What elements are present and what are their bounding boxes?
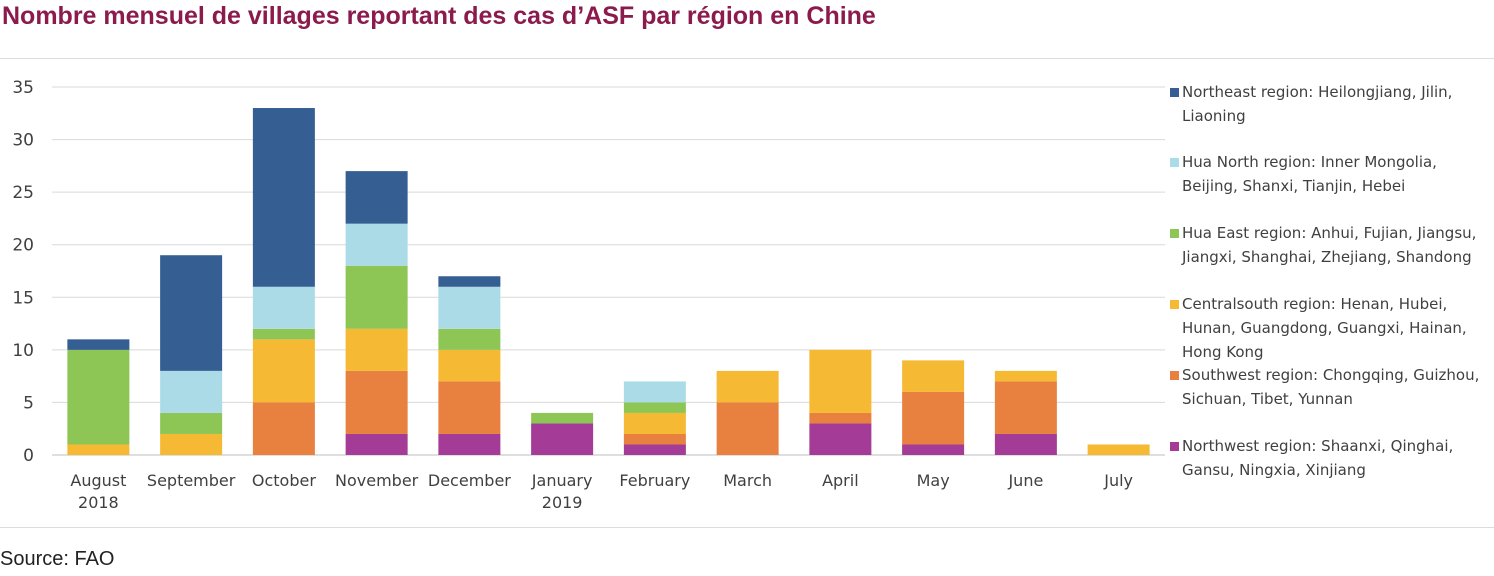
y-tick-label: 20	[12, 236, 34, 256]
bar-segment	[438, 276, 501, 287]
page-title: Nombre mensuel de villages reportant des…	[2, 2, 876, 30]
legend: Northeast region: Heilongjiang, Jilin, Li…	[1170, 83, 1479, 479]
bar-segment	[67, 444, 130, 455]
legend-swatch	[1170, 442, 1179, 451]
bar-segment	[623, 433, 686, 445]
bar-segment	[438, 381, 501, 434]
bar-segment	[345, 265, 408, 329]
legend-label: Southwest region: Chongqing, Guizhou,	[1182, 366, 1479, 384]
y-tick-label: 5	[23, 393, 34, 413]
bar-segment	[160, 370, 223, 413]
bar-segment	[716, 402, 779, 455]
x-tick-label: December	[428, 471, 511, 490]
x-axis: August 2018 September October November Decemb…	[70, 471, 1133, 512]
legend-label: Centralsouth region: Henan, Hubei,	[1182, 295, 1447, 313]
legend-swatch	[1170, 371, 1179, 380]
legend-label: Gansu, Ningxia, Xinjiang	[1182, 461, 1366, 479]
legend-swatch	[1170, 229, 1179, 238]
bar-segment	[1087, 444, 1150, 455]
bar-segment	[67, 349, 130, 445]
legend-label: Sichuan, Tibet, Yunnan	[1182, 390, 1353, 408]
bar-segment	[252, 328, 315, 340]
bar-segment	[809, 412, 872, 424]
x-tick-label: April	[822, 471, 859, 490]
bar-segment	[345, 171, 408, 224]
x-tick-label: 2019	[542, 493, 583, 512]
x-tick-label: May	[917, 471, 950, 490]
bar-segment	[345, 370, 408, 434]
grid-lines	[52, 86, 1165, 456]
bars	[67, 108, 1150, 455]
x-tick-label: October	[252, 471, 316, 490]
bar-segment	[252, 402, 315, 455]
bar-segment	[438, 349, 501, 382]
bar-segment	[623, 402, 686, 413]
bar-segment	[160, 255, 223, 371]
legend-swatch	[1170, 88, 1179, 97]
y-tick-label: 35	[12, 78, 34, 98]
x-tick-label: March	[723, 471, 772, 490]
y-tick-label: 30	[12, 131, 34, 151]
bar-segment	[252, 339, 315, 403]
bar-segment	[716, 370, 779, 403]
legend-label: Hua North region: Inner Mongolia,	[1182, 153, 1437, 171]
bar-segment	[345, 433, 408, 455]
bar-segment	[994, 381, 1057, 434]
x-tick-label: July	[1103, 471, 1133, 490]
bar-segment	[994, 370, 1057, 382]
legend-label: Northwest region: Shaanxi, Qinghai,	[1182, 437, 1453, 455]
x-tick-label: November	[335, 471, 419, 490]
bar-segment	[345, 328, 408, 371]
y-tick-label: 15	[12, 288, 34, 308]
bar-segment	[902, 391, 965, 445]
bar-segment	[252, 108, 315, 287]
bar-segment	[531, 423, 594, 455]
bar-segment	[809, 423, 872, 455]
chart-frame: 0 5 10 15 20 25 30 35 August 2018 September Octobe…	[0, 58, 1494, 528]
bar-segment	[160, 433, 223, 455]
legend-label: Northeast region: Heilongjiang, Jilin,	[1182, 83, 1452, 101]
x-tick-label: September	[147, 471, 236, 490]
legend-swatch	[1170, 158, 1179, 167]
y-tick-label: 0	[23, 446, 34, 466]
x-tick-label: February	[619, 471, 690, 490]
legend-label: Jiangxi, Shanghai, Zhejiang, Shandong	[1181, 248, 1472, 266]
x-tick-label: January	[531, 471, 593, 490]
y-axis: 0 5 10 15 20 25 30 35	[12, 78, 34, 466]
x-tick-label: June	[1007, 471, 1043, 490]
bar-segment	[902, 360, 965, 392]
bar-segment	[994, 433, 1057, 455]
bar-segment	[438, 433, 501, 455]
bar-segment	[345, 223, 408, 266]
legend-label: Beijing, Shanxi, Tianjin, Hebei	[1182, 177, 1405, 195]
legend-label: Hua East region: Anhui, Fujian, Jiangsu,	[1182, 224, 1476, 242]
bar-segment	[623, 381, 686, 403]
legend-label: Hong Kong	[1182, 343, 1264, 361]
legend-label: Liaoning	[1182, 107, 1246, 125]
x-tick-label: August	[70, 471, 126, 490]
bar-segment	[252, 286, 315, 329]
bar-segment	[809, 349, 872, 413]
bar-segment	[623, 412, 686, 434]
legend-swatch	[1170, 300, 1179, 309]
bar-segment	[160, 412, 223, 434]
y-tick-label: 25	[12, 183, 34, 203]
bar-segment	[438, 286, 501, 329]
bar-segment	[902, 444, 965, 455]
bar-segment	[531, 412, 594, 424]
x-tick-label: 2018	[78, 493, 119, 512]
bar-segment	[623, 444, 686, 455]
bar-segment	[438, 328, 501, 350]
bar-segment	[67, 339, 130, 350]
stacked-bar-chart: 0 5 10 15 20 25 30 35 August 2018 September Octobe…	[12, 78, 1479, 512]
legend-label: Hunan, Guangdong, Guangxi, Hainan,	[1182, 319, 1467, 337]
source-note: Source: FAO	[0, 548, 115, 570]
y-tick-label: 10	[12, 341, 34, 361]
